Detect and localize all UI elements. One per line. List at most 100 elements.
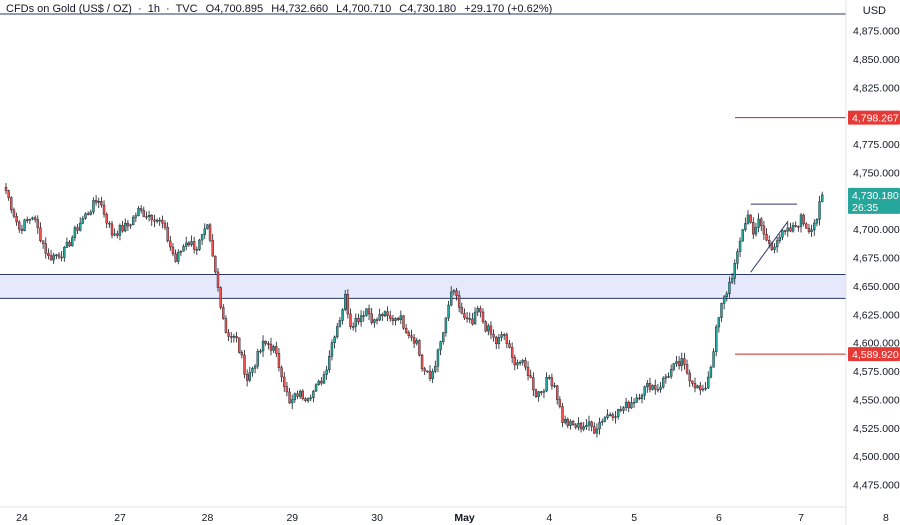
candle-up: [646, 383, 649, 388]
candle-up: [746, 214, 750, 224]
candle-up: [31, 217, 34, 220]
candle-up: [124, 222, 127, 232]
x-tick-label: 30: [371, 512, 383, 524]
x-tick-label: 29: [286, 512, 298, 524]
candle-up: [137, 208, 140, 216]
candle-up: [256, 351, 259, 367]
currency-label[interactable]: USD: [862, 5, 886, 17]
candle-down: [574, 424, 577, 428]
candle-up: [177, 252, 180, 262]
candle-up: [65, 241, 69, 248]
y-tick-label: 4,550.000: [853, 394, 900, 406]
candle-down: [481, 311, 485, 322]
candle-down: [566, 419, 569, 426]
candle-down: [540, 391, 543, 393]
y-axis[interactable]: 4,875.0004,850.0004,825.0004,800.0004,77…: [853, 26, 900, 492]
candle-up: [184, 242, 188, 247]
candle-down: [15, 216, 18, 223]
candle-down: [465, 317, 469, 320]
x-tick-label: 4: [546, 512, 552, 524]
candle-up: [720, 303, 723, 318]
candle-up: [744, 223, 747, 230]
symbol-header: CFDs on Gold (US$ / OZ) · 1h · TVC O4,70…: [6, 3, 552, 15]
candle-up: [155, 219, 159, 222]
candle-up: [813, 222, 816, 231]
candle-up: [741, 229, 744, 242]
candle-up: [680, 358, 683, 366]
candle-up: [131, 217, 135, 225]
candle-up: [314, 384, 318, 392]
y-tick-label: 4,500.000: [853, 451, 900, 463]
candle-up: [73, 227, 77, 238]
candle-down: [94, 200, 98, 203]
candle-up: [312, 390, 315, 399]
interval[interactable]: 1h: [147, 3, 160, 15]
candle-up: [577, 423, 580, 428]
candle-down: [227, 332, 230, 337]
candle-up: [52, 254, 55, 261]
candle-up: [821, 194, 824, 202]
candle-up: [354, 318, 357, 327]
candle-up: [542, 390, 546, 393]
candle-down: [805, 223, 808, 229]
candle-up: [587, 421, 591, 426]
candle-up: [63, 247, 66, 258]
candle-down: [638, 397, 641, 400]
candle-down: [222, 307, 225, 319]
candles: [4, 183, 824, 438]
candle-up: [818, 201, 821, 220]
candle-down: [593, 426, 596, 434]
candle-up: [518, 362, 522, 364]
candle-up: [775, 240, 779, 248]
candle-down: [619, 409, 622, 411]
candle-down: [10, 197, 13, 211]
y-tick-label: 4,575.000: [853, 366, 900, 378]
candle-down: [749, 214, 752, 223]
candle-up: [601, 421, 604, 423]
candle-down: [102, 204, 106, 215]
candle-down: [219, 287, 222, 308]
candle-up: [669, 369, 673, 377]
candle-down: [495, 336, 498, 344]
candle-down: [797, 226, 800, 228]
x-tick-label: 28: [202, 512, 214, 524]
candle-down: [230, 336, 233, 338]
candle-down: [386, 311, 389, 317]
sep-1: ·: [137, 3, 142, 15]
candle-up: [473, 311, 477, 325]
candle-up: [799, 214, 803, 227]
candle-down: [304, 398, 307, 401]
candle-down: [455, 290, 458, 296]
candle-up: [190, 241, 193, 246]
candle-down: [418, 340, 421, 356]
candle-down: [169, 240, 172, 248]
candle-down: [68, 241, 71, 247]
y-tick-label: 4,850.000: [853, 54, 900, 66]
candle-down: [426, 370, 429, 373]
candle-up: [306, 398, 310, 401]
candle-down: [532, 377, 535, 391]
symbol-name[interactable]: CFDs on Gold (US$ / OZ): [6, 3, 132, 15]
candle-down: [468, 318, 471, 320]
candle-up: [810, 229, 813, 232]
candle-down: [7, 190, 10, 198]
candle-down: [484, 321, 487, 332]
candle-up: [696, 385, 699, 389]
candle-up: [322, 374, 326, 384]
candle-up: [616, 409, 620, 417]
x-axis[interactable]: 24 27 28 29 30 May 4 5 6 7 8: [16, 512, 889, 524]
candle-up: [134, 215, 138, 218]
candle-down: [397, 318, 400, 320]
candle-up: [200, 234, 204, 241]
candle-down: [283, 376, 286, 387]
candle-down: [505, 334, 509, 344]
candle-up: [415, 340, 418, 344]
candle-up: [291, 399, 294, 404]
candle-up: [733, 263, 736, 279]
sep-2: ·: [166, 3, 170, 15]
candle-up: [89, 211, 93, 215]
close-label: C: [399, 3, 408, 15]
candle-down: [33, 217, 37, 220]
